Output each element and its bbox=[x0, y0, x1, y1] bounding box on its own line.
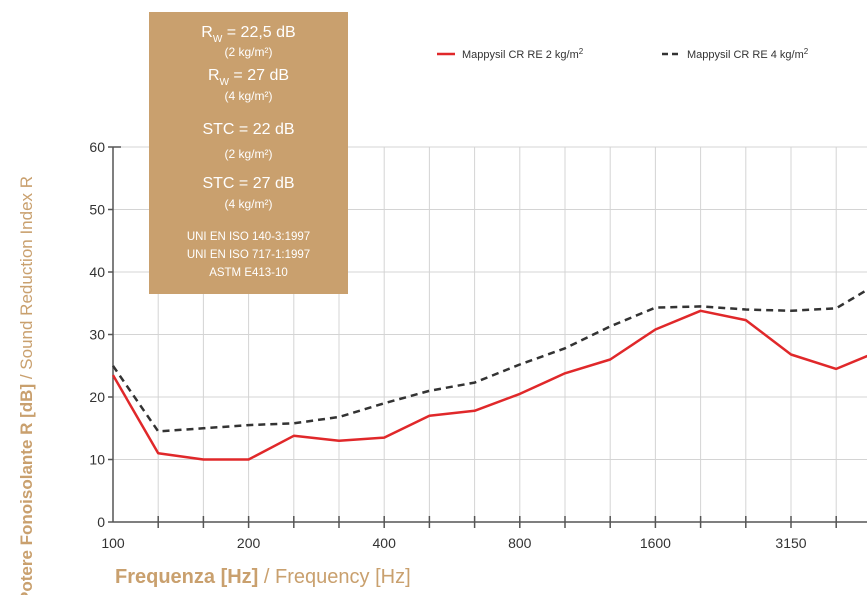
legend-label: Mappysil CR RE 2 kg/m2 bbox=[462, 47, 584, 61]
info-box-line: RW = 22,5 dB bbox=[201, 24, 295, 45]
info-box: RW = 22,5 dB(2 kg/m²)RW = 27 dB(4 kg/m²)… bbox=[149, 12, 348, 294]
y-tick-label: 50 bbox=[89, 202, 105, 218]
y-tick-label: 30 bbox=[89, 327, 105, 343]
x-tick-label: 200 bbox=[237, 535, 261, 551]
legend: Mappysil CR RE 2 kg/m2 Mappysil CR RE 4 k… bbox=[437, 47, 809, 61]
info-box-line: STC = 22 dB bbox=[202, 121, 294, 138]
x-tick-label: 800 bbox=[508, 535, 532, 551]
x-axis-title: Frequenza [Hz] / Frequency [Hz] bbox=[115, 566, 411, 589]
x-tick-label: 100 bbox=[101, 535, 125, 551]
y-axis-title-rest: / Sound Reduction Index R bbox=[17, 176, 36, 384]
y-tick-label: 0 bbox=[97, 514, 105, 530]
info-box-line: UNI EN ISO 717-1:1997 bbox=[187, 249, 310, 261]
info-box-line: (4 kg/m²) bbox=[225, 197, 273, 211]
series-4kg-line bbox=[111, 288, 867, 433]
info-box-line: UNI EN ISO 140-3:1997 bbox=[187, 231, 310, 243]
x-tick-label: 3150 bbox=[775, 535, 806, 551]
info-box-line: (2 kg/m²) bbox=[225, 45, 273, 59]
grid bbox=[113, 146, 867, 522]
info-box-line: (2 kg/m²) bbox=[225, 147, 273, 161]
info-box-line: (4 kg/m²) bbox=[225, 89, 273, 103]
y-tick-label: 10 bbox=[89, 452, 105, 468]
legend-label: Mappysil CR RE 4 kg/m2 bbox=[687, 47, 809, 61]
x-tick-label: 1600 bbox=[640, 535, 671, 551]
x-tick-label: 400 bbox=[373, 535, 397, 551]
y-tick-label: 20 bbox=[89, 389, 105, 405]
y-tick-label: 60 bbox=[89, 139, 105, 155]
info-box-line: RW = 27 dB bbox=[208, 67, 289, 88]
x-axis-title-bold: Frequenza [Hz] bbox=[115, 566, 259, 588]
x-axis-title-rest: / Frequency [Hz] bbox=[258, 566, 411, 588]
x-axis-ticks: 100 200 400 800 1600 3150 bbox=[101, 535, 806, 551]
y-axis-ticks: 0 10 20 30 40 50 60 bbox=[89, 139, 113, 530]
y-tick-label: 40 bbox=[89, 264, 105, 280]
info-box-line: ASTM E413-10 bbox=[209, 267, 288, 279]
series-2kg-line bbox=[111, 309, 867, 461]
y-axis-title-bold: Potere Fonoisolante R [dB] bbox=[17, 384, 36, 595]
y-axis-title: Potere Fonoisolante R [dB] / Sound Reduc… bbox=[17, 176, 36, 595]
info-box-background bbox=[149, 12, 348, 294]
data-series bbox=[111, 288, 867, 461]
info-box-line: STC = 27 dB bbox=[202, 175, 294, 192]
